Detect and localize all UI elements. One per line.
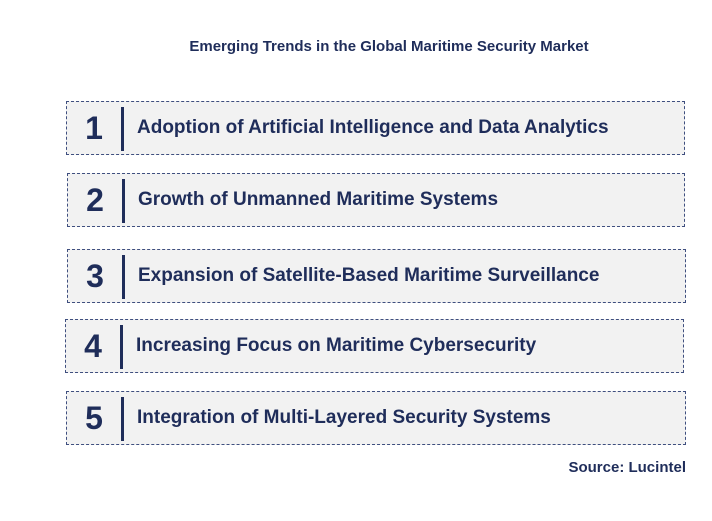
diagram-title: Emerging Trends in the Global Maritime S… — [189, 38, 589, 55]
trend-number: 3 — [86, 258, 104, 294]
divider-bar — [120, 325, 123, 369]
trend-number: 2 — [86, 182, 104, 218]
trend-item-3: 3 Expansion of Satellite-Based Maritime … — [67, 249, 686, 303]
trend-label: Increasing Focus on Maritime Cybersecuri… — [136, 335, 537, 356]
trend-item-1: 1 Adoption of Artificial Intelligence an… — [66, 101, 685, 155]
divider-bar — [122, 179, 125, 223]
source-credit: Source: Lucintel — [568, 459, 686, 476]
trend-label: Adoption of Artificial Intelligence and … — [137, 117, 609, 138]
divider-bar — [121, 397, 124, 441]
trend-item-4: 4 Increasing Focus on Maritime Cybersecu… — [65, 319, 684, 373]
divider-bar — [121, 107, 124, 151]
trend-number: 4 — [84, 328, 102, 364]
divider-bar — [122, 255, 125, 299]
trend-label: Growth of Unmanned Maritime Systems — [138, 189, 499, 210]
trend-label: Integration of Multi-Layered Security Sy… — [137, 407, 551, 428]
trend-item-5: 5 Integration of Multi-Layered Security … — [66, 391, 686, 445]
trend-label: Expansion of Satellite-Based Maritime Su… — [138, 265, 600, 286]
trend-number: 5 — [85, 400, 103, 436]
trend-number: 1 — [85, 110, 103, 146]
trend-item-2: 2 Growth of Unmanned Maritime Systems — [67, 173, 685, 227]
